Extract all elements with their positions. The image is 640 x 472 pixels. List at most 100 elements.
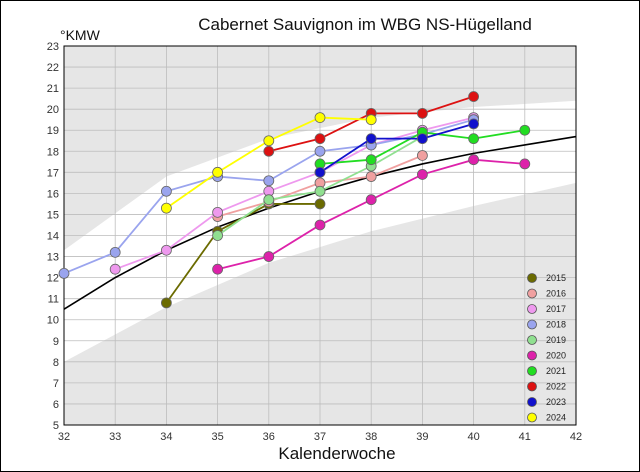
x-tick-label: 37 xyxy=(314,431,326,443)
y-axis-ticks: 5 6 7 8 9 10 11 12 13 14 15 16 17 18 19 20 21 22 23 xyxy=(47,41,59,432)
chart-title: Cabernet Sauvignon im WBG NS-Hügelland xyxy=(198,15,532,34)
data-point-2022 xyxy=(314,133,326,145)
x-tick-label: 40 xyxy=(467,431,479,443)
y-tick-label: 12 xyxy=(47,273,59,285)
series-2023 xyxy=(314,118,480,178)
legend-label-2015: 2015 xyxy=(546,273,566,283)
x-tick-label: 32 xyxy=(58,431,70,443)
data-point-2016 xyxy=(365,171,377,182)
y-tick-label: 17 xyxy=(47,167,59,179)
data-point-2019 xyxy=(212,230,224,241)
legend-marker-2022 xyxy=(527,381,537,392)
y-tick-label: 11 xyxy=(48,294,59,306)
legend-marker-2024 xyxy=(527,412,537,423)
y-tick-label: 10 xyxy=(47,315,59,327)
legend: 2015 2016 2017 2018 2019 2020 2021 2022 2023 2024 xyxy=(527,273,566,423)
data-point-2024 xyxy=(263,135,275,147)
legend-marker-2017 xyxy=(527,304,537,314)
y-tick-label: 20 xyxy=(47,104,59,116)
data-point-2015 xyxy=(160,297,172,309)
data-point-2018 xyxy=(314,145,326,157)
y-tick-label: 14 xyxy=(47,231,59,243)
y-tick-label: 16 xyxy=(47,188,59,200)
y-tick-label: 22 xyxy=(47,62,59,74)
data-point-2024 xyxy=(160,202,172,214)
x-tick-label: 42 xyxy=(570,431,582,443)
legend-marker-2019 xyxy=(527,335,537,345)
legend-marker-2018 xyxy=(527,319,537,330)
data-point-2019 xyxy=(263,194,275,206)
x-tick-label: 39 xyxy=(416,431,428,443)
data-point-2024 xyxy=(365,114,377,126)
data-point-2020 xyxy=(519,158,531,170)
data-point-2020 xyxy=(212,263,224,275)
x-tick-label: 34 xyxy=(160,431,172,443)
y-tick-label: 23 xyxy=(47,41,59,53)
data-point-2019 xyxy=(314,185,326,197)
legend-label-2021: 2021 xyxy=(546,366,566,376)
data-point-2022 xyxy=(263,145,275,157)
data-point-2018 xyxy=(263,175,275,187)
legend-label-2019: 2019 xyxy=(546,335,566,345)
data-point-2021 xyxy=(365,154,377,166)
data-point-2023 xyxy=(365,133,377,145)
y-axis-label: °KMW xyxy=(60,27,101,43)
data-point-2018 xyxy=(160,185,172,197)
data-point-2020 xyxy=(365,194,377,206)
series-layer xyxy=(58,91,531,309)
y-tick-label: 5 xyxy=(53,420,59,432)
y-tick-label: 8 xyxy=(53,357,59,369)
legend-marker-2020 xyxy=(527,350,537,361)
x-tick-label: 36 xyxy=(263,431,275,443)
y-tick-label: 15 xyxy=(47,209,59,221)
data-point-2016 xyxy=(416,150,428,161)
data-point-2023 xyxy=(468,118,480,130)
series-2022 xyxy=(263,91,480,157)
data-point-2021 xyxy=(519,124,531,136)
data-point-2024 xyxy=(314,112,326,123)
data-point-2021 xyxy=(468,133,480,145)
data-point-2022 xyxy=(468,91,480,102)
series-2020 xyxy=(212,154,531,275)
series-2024 xyxy=(160,112,377,214)
y-tick-label: 18 xyxy=(47,146,59,158)
data-point-2020 xyxy=(263,251,275,262)
data-point-2023 xyxy=(416,133,428,145)
data-point-2018 xyxy=(58,267,70,279)
series-line-2017 xyxy=(114,116,474,271)
legend-marker-2021 xyxy=(527,366,537,376)
legend-marker-2023 xyxy=(527,397,537,407)
legend-label-2020: 2020 xyxy=(546,351,566,361)
legend-label-2023: 2023 xyxy=(546,397,566,407)
y-tick-label: 6 xyxy=(53,399,59,411)
data-point-2020 xyxy=(416,169,428,180)
x-axis-ticks: 32 33 34 35 36 37 38 39 40 41 42 xyxy=(58,431,582,443)
data-point-2023 xyxy=(314,166,326,178)
data-point-2020 xyxy=(468,154,480,166)
y-tick-label: 19 xyxy=(47,125,59,137)
data-point-2015 xyxy=(314,198,326,210)
data-point-2022 xyxy=(416,107,428,119)
y-tick-label: 13 xyxy=(47,252,59,264)
legend-label-2024: 2024 xyxy=(546,413,566,423)
data-point-2017 xyxy=(109,263,121,275)
x-tick-label: 35 xyxy=(211,431,223,443)
x-axis-label: Kalenderwoche xyxy=(278,444,395,463)
legend-label-2016: 2016 xyxy=(546,289,566,299)
series-line-2023 xyxy=(319,123,474,174)
y-tick-label: 9 xyxy=(53,336,59,348)
x-tick-label: 41 xyxy=(519,431,531,443)
plot-area-border xyxy=(63,45,577,426)
y-tick-label: 21 xyxy=(47,83,59,95)
legend-marker-2016 xyxy=(527,288,537,299)
data-point-2018 xyxy=(109,246,121,258)
x-tick-label: 33 xyxy=(109,431,121,443)
legend-label-2017: 2017 xyxy=(546,304,566,314)
y-tick-label: 7 xyxy=(53,378,59,390)
data-point-2020 xyxy=(314,219,326,231)
x-tick-label: 38 xyxy=(365,431,377,443)
data-point-2017 xyxy=(160,244,172,256)
data-point-2024 xyxy=(212,166,224,178)
data-point-2017 xyxy=(212,206,224,218)
